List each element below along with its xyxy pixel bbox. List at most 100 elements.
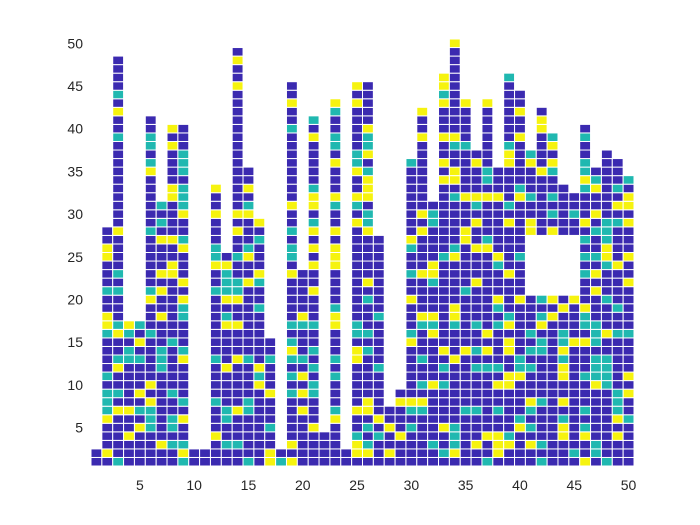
heatmap-cell [242, 320, 255, 330]
heatmap-cell [253, 294, 266, 305]
heatmap-cell [514, 320, 526, 330]
heatmap-cell [546, 158, 559, 168]
heatmap-cell [112, 175, 125, 185]
y-tick-label: 5 [75, 420, 83, 436]
heatmap-cell [231, 294, 244, 305]
heatmap-cell [101, 226, 114, 236]
heatmap-cell [590, 303, 602, 313]
heatmap-cell [253, 269, 266, 279]
heatmap-cell [112, 115, 125, 125]
heatmap-cell [470, 380, 483, 390]
heatmap-cell [329, 345, 342, 356]
heatmap-cell [459, 200, 472, 211]
heatmap-cell [470, 243, 483, 254]
heatmap-cell [112, 55, 125, 66]
heatmap-cell [622, 320, 635, 330]
heatmap-cell [481, 345, 494, 356]
heatmap-cell [177, 354, 190, 365]
heatmap-cell [590, 439, 602, 450]
heatmap-cell [448, 217, 461, 228]
heatmap-cell [285, 200, 298, 211]
heatmap-cell [405, 311, 418, 322]
heatmap-cell [535, 431, 548, 441]
heatmap-cell [427, 414, 440, 424]
heatmap-cell [155, 363, 168, 373]
heatmap-cell [285, 158, 298, 168]
heatmap-cell [579, 260, 592, 271]
heatmap-cell [579, 183, 592, 194]
heatmap-cell [383, 448, 396, 458]
heatmap-cell [459, 209, 472, 219]
heatmap-cell [579, 192, 592, 202]
heatmap-cell [579, 371, 592, 382]
heatmap-cell [307, 286, 320, 296]
heatmap-cell [253, 277, 266, 288]
heatmap-cell [285, 234, 298, 245]
heatmap-cell [144, 422, 157, 433]
heatmap-cell [144, 345, 157, 356]
heatmap-cell [557, 414, 570, 424]
heatmap-cell [579, 209, 592, 219]
heatmap-cell [351, 123, 364, 134]
heatmap-cell [459, 252, 472, 262]
heatmap-cell [611, 405, 624, 416]
heatmap-cell [448, 149, 461, 160]
heatmap-cell [383, 414, 396, 424]
heatmap-cell [177, 158, 190, 168]
heatmap-cell [242, 311, 255, 322]
heatmap-cell [405, 303, 418, 313]
heatmap-cell [503, 422, 516, 433]
heatmap-cell [166, 277, 179, 288]
heatmap-cell [427, 439, 440, 450]
heatmap-cell [481, 320, 494, 330]
heatmap-cell [307, 354, 320, 365]
heatmap-cell [101, 371, 114, 382]
heatmap-cell [557, 371, 570, 382]
heatmap-cell [611, 217, 624, 228]
heatmap-cell [177, 226, 190, 236]
heatmap-cell [253, 311, 266, 322]
heatmap-cell [144, 448, 157, 458]
heatmap-cell [611, 380, 624, 390]
heatmap-cell [438, 294, 450, 305]
heatmap-cell [600, 286, 613, 296]
heatmap-cell [242, 252, 255, 262]
heatmap-cell [231, 123, 244, 134]
heatmap-cell [351, 311, 364, 322]
heatmap-cell [372, 439, 385, 450]
heatmap-cell [362, 98, 374, 108]
heatmap-cell [318, 431, 331, 441]
heatmap-cell [492, 405, 505, 416]
heatmap-cell [492, 294, 505, 305]
heatmap-cell [112, 234, 125, 245]
heatmap-cell [470, 209, 483, 219]
heatmap-cell [166, 414, 179, 424]
heatmap-cell [514, 158, 526, 168]
heatmap-cell [242, 217, 255, 228]
heatmap-cell [209, 345, 222, 356]
heatmap-cell [427, 456, 440, 467]
heatmap-cell [405, 260, 418, 271]
heatmap-cell [220, 439, 233, 450]
heatmap-cell [209, 380, 222, 390]
heatmap-cell [590, 234, 602, 245]
heatmap-cell [242, 337, 255, 347]
heatmap-cell [459, 277, 472, 288]
heatmap-cell [394, 397, 407, 407]
heatmap-cell [285, 397, 298, 407]
heatmap-cell [438, 431, 450, 441]
heatmap-cell [307, 123, 320, 134]
heatmap-cell [166, 354, 179, 365]
heatmap-cell [611, 337, 624, 347]
heatmap-cell [231, 311, 244, 322]
heatmap-cell [600, 337, 613, 347]
heatmap-cell [264, 456, 277, 467]
heatmap-cell [101, 337, 114, 347]
heatmap-cell [188, 448, 201, 458]
heatmap-cell [416, 448, 429, 458]
heatmap-cell [231, 380, 244, 390]
heatmap-cell [383, 439, 396, 450]
heatmap-cell [568, 414, 581, 424]
heatmap-cell [231, 354, 244, 365]
heatmap-cell [209, 226, 222, 236]
